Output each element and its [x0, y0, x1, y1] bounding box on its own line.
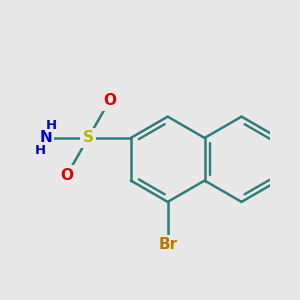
Text: N: N — [39, 130, 52, 146]
Text: H: H — [34, 144, 46, 157]
Text: O: O — [103, 93, 116, 108]
Text: Br: Br — [158, 237, 177, 252]
Text: H: H — [45, 118, 56, 132]
Text: O: O — [60, 167, 73, 182]
Text: S: S — [83, 130, 94, 146]
